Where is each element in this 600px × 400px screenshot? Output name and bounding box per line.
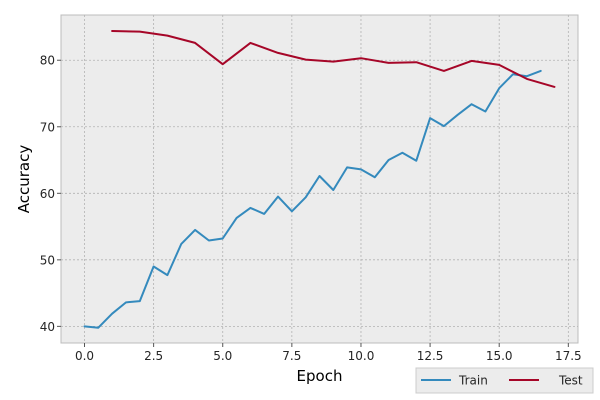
legend: Train Test	[415, 367, 594, 394]
x-axis-title: Epoch	[297, 367, 343, 385]
x-tick-label: 10.0	[348, 349, 375, 363]
x-tick-label: 2.5	[144, 349, 163, 363]
y-axis-title: Accuracy	[15, 145, 33, 214]
x-axis-ticks: 0.0 2.5 5.0 7.5 10.0 12.5 15.0 17.5	[75, 343, 582, 363]
series-line-train	[83, 69, 542, 329]
legend-label-test: Test	[558, 374, 583, 388]
y-axis-ticks: 40 50 60 70 80	[40, 54, 61, 334]
x-tick-label: 12.5	[417, 349, 444, 363]
y-tick-label: 80	[40, 54, 55, 68]
x-tick-label: 15.0	[486, 349, 513, 363]
y-tick-label: 50	[40, 253, 55, 267]
y-tick-label: 70	[40, 120, 55, 134]
x-tick-label: 5.0	[213, 349, 232, 363]
series-line-test	[111, 30, 556, 88]
x-tick-label: 7.5	[282, 349, 301, 363]
grid-lines	[61, 15, 578, 343]
series-lines	[83, 30, 556, 329]
plot-area	[60, 14, 579, 344]
x-tick-label: 17.5	[555, 349, 582, 363]
y-tick-label: 60	[40, 187, 55, 201]
legend-label-train: Train	[458, 374, 488, 388]
y-tick-label: 40	[40, 320, 55, 334]
x-tick-label: 0.0	[75, 349, 94, 363]
